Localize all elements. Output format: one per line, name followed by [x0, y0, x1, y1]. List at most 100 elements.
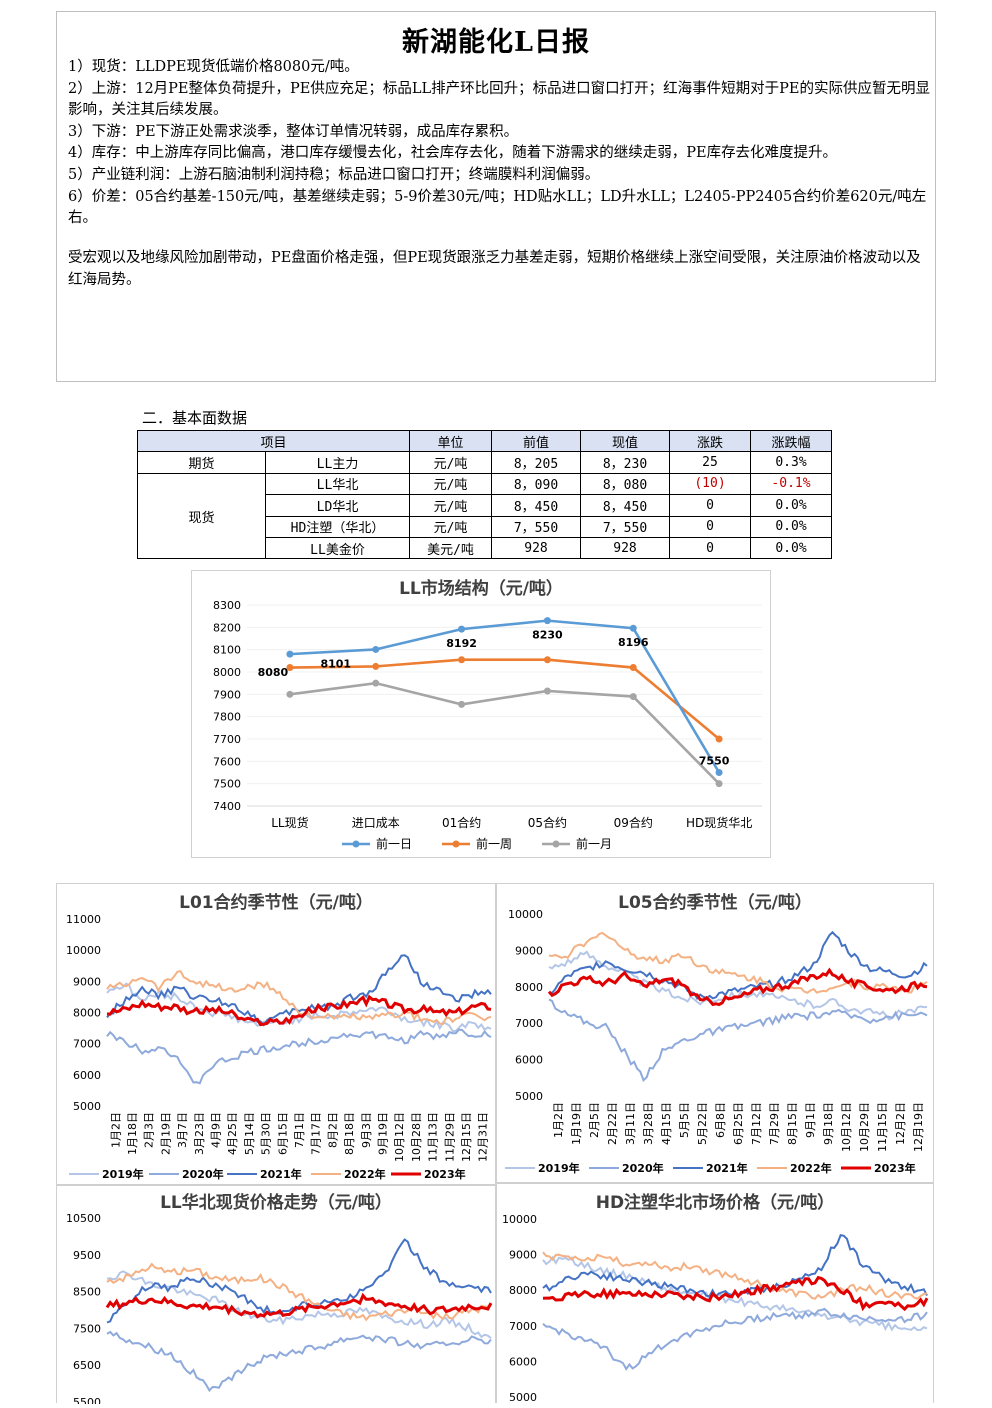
x-tick-label: 1月19日 [570, 1102, 583, 1145]
data-point [629, 693, 637, 701]
row-name: LD华北 [265, 494, 410, 517]
market-structure-svg: LL市场结构（元/吨） 7400 7500 7600 7700 7800 7900 8000 8… [213, 578, 762, 851]
row-name: LL美金价 [265, 536, 410, 560]
x-tick-label: 2月3日 [143, 1112, 156, 1148]
legend-label: 前一周 [476, 836, 512, 851]
x-tick-label: 9月19日 [376, 1112, 389, 1155]
y-tick-label: 7500 [73, 1322, 101, 1335]
y-tick-label: 6000 [73, 1069, 101, 1082]
series-line [542, 1275, 929, 1312]
x-tick-label: 2月5日 [588, 1102, 601, 1138]
row-change: (10) [669, 472, 751, 496]
header-change: 涨跌 [669, 429, 751, 453]
row-unit: 元/吨 [409, 515, 492, 538]
l01-seasonality-svg: L01合约季节性（元/吨） 5000 6000 7000 8000 9000 10000 11… [66, 892, 492, 1181]
data-point [372, 662, 380, 670]
series-line [106, 970, 492, 1025]
group-spot: 现货 [137, 472, 266, 560]
x-tick-label: 4月9日 [210, 1112, 223, 1148]
y-tick-label: 7000 [509, 1320, 537, 1333]
x-tick-label: 1月2日 [552, 1102, 565, 1138]
chart-title: L01合约季节性（元/吨） [179, 892, 373, 913]
y-tick-label: 9000 [73, 975, 101, 988]
chart-title: HD注塑华北市场价格（元/吨） [596, 1192, 835, 1213]
row-prev: 7，550 [491, 515, 581, 538]
x-tick-label: 10月28日 [410, 1112, 423, 1162]
y-tick-label: 6000 [515, 1054, 543, 1067]
x-tick-label: 2月22日 [606, 1102, 619, 1145]
row-change-pct: 0.3% [750, 451, 832, 474]
data-label: 8192 [446, 637, 477, 650]
legend-label: 前一月 [576, 836, 612, 851]
series-line [542, 1307, 928, 1371]
chart-l05-seasonality: L05合约季节性（元/吨） 5000 6000 7000 8000 9000 10000 1月… [496, 883, 934, 1183]
row-prev: 8，205 [491, 451, 581, 474]
table-row: HD注塑（华北） 元/吨 7，550 7，550 0 0.0% [138, 515, 832, 538]
series-line [548, 931, 928, 994]
x-tick-label: 9月3日 [360, 1112, 373, 1148]
series-line [289, 681, 721, 785]
chart-title: LL市场结构（元/吨） [399, 578, 563, 599]
y-tick-label: 10000 [66, 944, 101, 957]
x-tick-label: 05合约 [528, 815, 567, 830]
row-prev: 8，450 [491, 494, 581, 517]
header-item: 项目 [137, 429, 410, 453]
data-point [286, 664, 294, 672]
x-tick-label: 8月15日 [786, 1102, 799, 1145]
chart-ll-north-spot: LL华北现货价格走势（元/吨） 5500 6500 7500 8500 9500 10500 [56, 1185, 496, 1408]
x-tick-label: 3月7日 [176, 1112, 189, 1148]
x-tick-label: 12月31日 [477, 1112, 490, 1162]
row-name: LL华北 [265, 472, 410, 496]
chart-title: L05合约季节性（元/吨） [618, 892, 812, 913]
y-tick-label: 7000 [515, 1017, 543, 1030]
x-tick-label: 3月23日 [193, 1112, 206, 1155]
data-point [715, 780, 723, 788]
data-point [372, 645, 380, 653]
x-tick-label: 8月18日 [343, 1112, 356, 1155]
y-tick-label: 8000 [509, 1284, 537, 1297]
legend-label: 2020年 [182, 1167, 224, 1181]
chart-market-structure: LL市场结构（元/吨） 7400 7500 7600 7700 7800 7900 8000 8… [191, 570, 771, 858]
report-box: 新湖能化L日报 1）现货：LLDPE现货低端价格8080元/吨。 2）上游：12… [56, 11, 936, 382]
report-line-spread: 6）价差：05合约基差-150元/吨，基差继续走弱；5-9价差30元/吨；HD贴… [68, 188, 927, 227]
series-line [106, 1238, 492, 1324]
legend-label: 2023年 [424, 1167, 466, 1181]
x-tick-label: 1月2日 [109, 1112, 122, 1148]
series-line [289, 658, 720, 740]
data-point [286, 690, 294, 698]
legend-label: 2023年 [874, 1161, 916, 1175]
fundamentals-table: 项目 单位 前值 现值 涨跌 涨跌幅 期货 LL主力 元/吨 8，205 8，2… [137, 429, 832, 560]
legend-label: 2021年 [706, 1161, 748, 1175]
y-tick-label: 7400 [213, 800, 241, 813]
series-line [106, 1262, 492, 1322]
row-name: LL主力 [265, 451, 410, 474]
y-tick-label: 8200 [213, 621, 241, 634]
table-row: LL美金价 美元/吨 928 928 0 0.0% [138, 536, 832, 560]
data-label: 7550 [699, 755, 730, 768]
data-point [543, 617, 551, 625]
row-change-pct: 0.0% [750, 494, 832, 517]
row-change-pct: 0.0% [750, 536, 832, 560]
y-tick-label: 7900 [213, 688, 241, 701]
series-line [106, 1330, 492, 1393]
data-point [458, 625, 466, 633]
report-lines: 1）现货：LLDPE现货低端价格8080元/吨。 2）上游：12月PE整体负荷提… [68, 57, 930, 230]
legend-label: 前一日 [376, 836, 412, 851]
x-tick-label: 1月18日 [126, 1112, 139, 1155]
x-tick-label: 4月25日 [226, 1112, 239, 1155]
data-point [286, 650, 294, 658]
x-tick-label: 5月22日 [696, 1102, 709, 1145]
report-line-profit: 5）产业链利润：上游石脑油制利润持稳；标品进口窗口打开；终端膜料利润偏弱。 [68, 166, 600, 183]
x-tick-label: 4月15日 [660, 1102, 673, 1145]
y-tick-label: 5000 [73, 1100, 101, 1113]
report-line-downstream: 3）下游：PE下游正处需求淡季，整体订单情况转弱，成品库存累积。 [68, 123, 519, 140]
data-point [715, 735, 723, 743]
series-line [542, 1251, 928, 1300]
x-tick-label: 3月28日 [642, 1102, 655, 1145]
header-prev: 前值 [491, 429, 581, 453]
series-line [542, 1255, 928, 1332]
y-tick-label: 7600 [213, 755, 241, 768]
series-line [547, 967, 928, 1007]
y-tick-label: 6000 [509, 1355, 537, 1368]
